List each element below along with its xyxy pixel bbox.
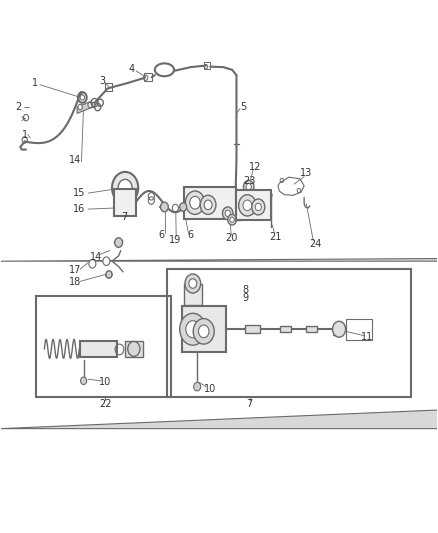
Text: 18: 18 <box>69 278 81 287</box>
Circle shape <box>180 203 187 211</box>
Bar <box>114 189 136 216</box>
Text: 4: 4 <box>129 64 135 74</box>
Circle shape <box>225 210 230 216</box>
Text: 8: 8 <box>242 286 248 295</box>
Text: 2: 2 <box>15 102 21 112</box>
Circle shape <box>200 195 216 214</box>
Text: 21: 21 <box>269 232 282 243</box>
Text: 7: 7 <box>247 399 253 409</box>
Circle shape <box>239 195 256 216</box>
Polygon shape <box>1 397 438 429</box>
Circle shape <box>193 319 214 344</box>
Circle shape <box>252 199 265 215</box>
Bar <box>35 296 171 397</box>
Text: 10: 10 <box>99 377 112 387</box>
Circle shape <box>243 200 252 211</box>
Circle shape <box>160 202 168 212</box>
Text: 7: 7 <box>121 212 127 222</box>
Circle shape <box>112 172 138 204</box>
Bar <box>204 62 210 69</box>
Circle shape <box>103 257 110 265</box>
Text: 23: 23 <box>244 176 256 187</box>
Text: 24: 24 <box>309 239 321 249</box>
Bar <box>80 341 117 357</box>
Text: 6: 6 <box>158 230 164 240</box>
Bar <box>184 284 201 305</box>
Circle shape <box>106 271 112 278</box>
Text: 11: 11 <box>361 332 374 342</box>
Circle shape <box>244 180 254 193</box>
Text: 15: 15 <box>73 188 85 198</box>
Text: 1: 1 <box>21 130 28 140</box>
Text: 1: 1 <box>32 78 38 88</box>
Circle shape <box>89 260 96 268</box>
Bar <box>166 269 411 397</box>
Text: 6: 6 <box>187 230 194 240</box>
Bar <box>245 325 261 334</box>
Text: 17: 17 <box>69 265 81 275</box>
Circle shape <box>190 196 200 209</box>
Circle shape <box>194 382 201 391</box>
Circle shape <box>255 203 261 211</box>
Circle shape <box>230 217 234 222</box>
Text: 3: 3 <box>99 77 105 86</box>
Circle shape <box>118 179 132 196</box>
Circle shape <box>246 183 251 190</box>
Text: 13: 13 <box>300 168 312 179</box>
Circle shape <box>189 279 197 288</box>
Text: 19: 19 <box>169 235 181 245</box>
Bar <box>144 73 152 82</box>
Circle shape <box>128 342 140 357</box>
Text: 9: 9 <box>242 293 248 303</box>
Text: 12: 12 <box>249 161 261 172</box>
Circle shape <box>198 325 209 338</box>
Circle shape <box>204 200 212 209</box>
Circle shape <box>185 191 205 214</box>
Bar <box>184 187 237 219</box>
Text: 14: 14 <box>90 252 102 262</box>
Bar <box>125 341 143 357</box>
Polygon shape <box>1 256 438 268</box>
Polygon shape <box>77 102 95 114</box>
Text: 16: 16 <box>73 204 85 214</box>
Text: 22: 22 <box>99 399 112 409</box>
Circle shape <box>81 377 87 384</box>
Bar <box>182 306 226 352</box>
Circle shape <box>223 207 233 220</box>
Circle shape <box>78 104 82 110</box>
Circle shape <box>180 313 206 345</box>
Text: 20: 20 <box>225 233 237 243</box>
Bar <box>346 319 372 340</box>
Circle shape <box>115 238 123 247</box>
Circle shape <box>186 321 200 338</box>
Text: 5: 5 <box>240 102 246 112</box>
Bar <box>280 326 291 333</box>
Circle shape <box>332 321 346 337</box>
Circle shape <box>88 102 92 108</box>
Text: 10: 10 <box>204 384 216 394</box>
Text: 14: 14 <box>69 155 81 165</box>
Bar <box>306 326 317 333</box>
Bar <box>106 83 112 91</box>
Circle shape <box>228 214 237 225</box>
Circle shape <box>185 274 201 293</box>
Bar <box>237 190 272 220</box>
